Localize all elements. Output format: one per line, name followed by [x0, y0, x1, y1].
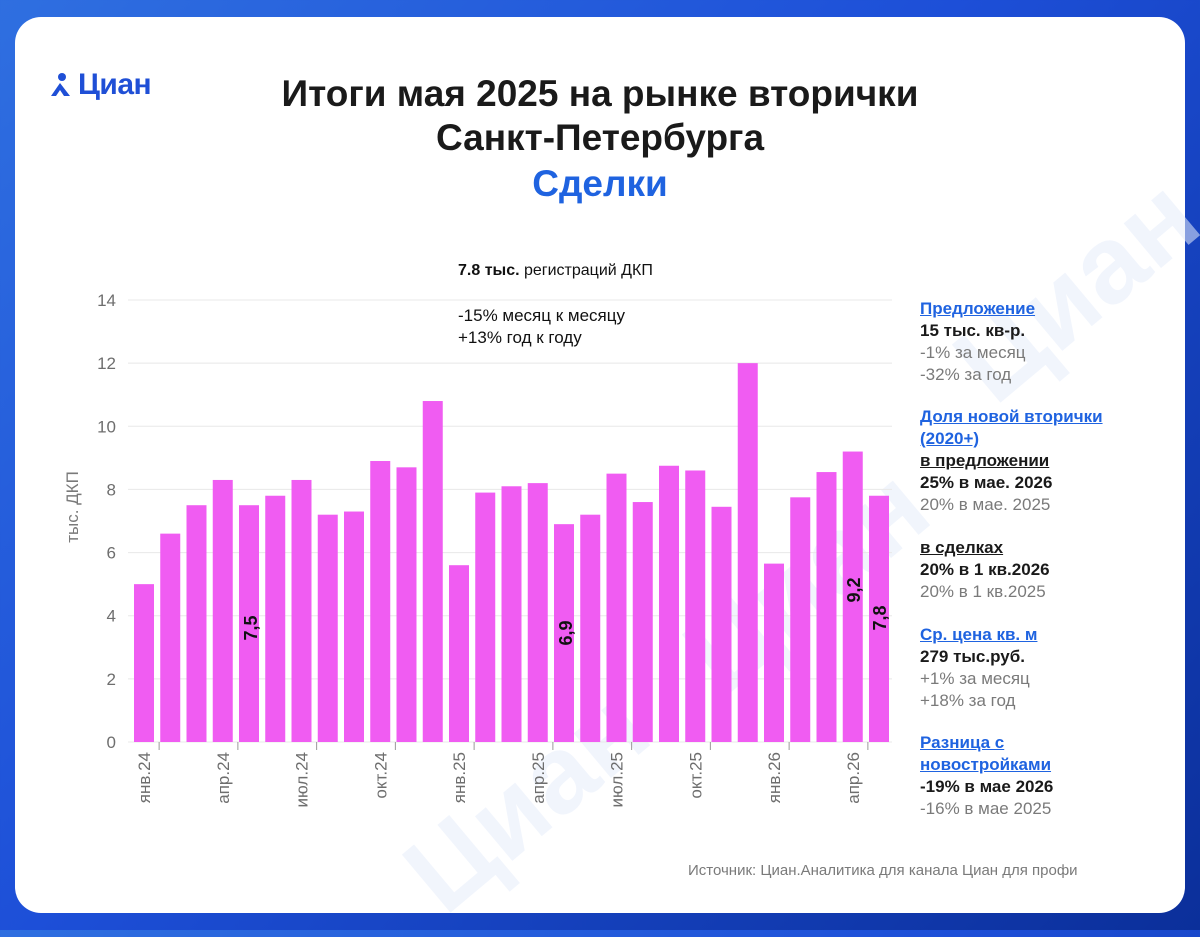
chart-data-labels: 7,5 6,9 9,2 7,8	[241, 577, 890, 645]
bar	[685, 470, 706, 742]
bar	[632, 502, 653, 742]
chart-x-ticks: янв.24 апр.24 июл.24 окт.24 янв.25 апр.25 июл.…	[135, 742, 869, 807]
bar	[160, 533, 181, 742]
bar	[370, 461, 391, 742]
bar	[816, 472, 837, 742]
y-tick-label: 6	[107, 544, 116, 563]
bar	[239, 505, 259, 742]
share-offer-value: 25% в мае. 2026	[920, 473, 1053, 492]
share-offer-label: в предложении	[920, 451, 1050, 470]
sidebar-share-deals: в сделках 20% в 1 кв.2026 20% в 1 кв.202…	[920, 537, 1050, 603]
x-tick-label: апр.26	[844, 752, 863, 804]
bar	[764, 563, 784, 742]
bar	[527, 483, 548, 742]
share-offer-prev: 20% в мае. 2025	[920, 495, 1051, 514]
bar	[842, 451, 863, 742]
summary-total: 7.8 тыс. регистраций ДКП	[458, 262, 653, 280]
bar	[317, 514, 338, 742]
x-tick-label: янв.25	[450, 752, 469, 803]
sidebar-share: Доля новой вторички (2020+) в предложени…	[920, 406, 1103, 516]
bar	[659, 465, 679, 742]
x-tick-label: апр.24	[214, 752, 233, 804]
price-title-link[interactable]: Ср. цена кв. м	[920, 625, 1038, 644]
diff-prev: -16% в мае 2025	[920, 799, 1052, 818]
bar	[711, 506, 732, 742]
y-tick-label: 0	[107, 733, 116, 752]
share-deals-prev: 20% в 1 кв.2025	[920, 582, 1046, 601]
bar	[134, 584, 154, 742]
x-tick-label: окт.25	[686, 752, 705, 799]
summary-total-value: 7.8 тыс.	[458, 262, 520, 279]
chart-bars	[134, 363, 889, 742]
chart-y-ticks: 0 2 4 6 8 10 12 14	[97, 291, 116, 752]
y-tick-label: 2	[107, 670, 116, 689]
data-label: 9,2	[844, 577, 864, 602]
summary-yoy: +13% год к году	[458, 328, 582, 347]
supply-title-link[interactable]: Предложение	[920, 299, 1036, 318]
price-value: 279 тыс.руб.	[920, 647, 1025, 666]
bar	[554, 524, 574, 742]
bar	[501, 486, 522, 742]
bar	[580, 514, 601, 742]
source-note: Источник: Циан.Аналитика для канала Циан…	[688, 862, 1078, 879]
bar	[396, 467, 417, 742]
sidebar-price: Ср. цена кв. м 279 тыс.руб. +1% за месяц…	[920, 624, 1037, 712]
bar	[344, 511, 364, 742]
price-yoy: +18% за год	[920, 691, 1016, 710]
bar	[291, 479, 312, 742]
title-line-2: Санкт-Петербурга	[435, 117, 765, 158]
x-tick-label: окт.24	[371, 752, 390, 799]
y-tick-label: 10	[97, 417, 116, 436]
x-tick-label: янв.24	[135, 752, 154, 803]
bar	[186, 505, 207, 742]
title-line-1: Итоги мая 2025 на рынке вторички	[281, 73, 919, 114]
data-label: 7,5	[241, 615, 261, 640]
x-tick-label: июл.24	[293, 752, 312, 807]
x-tick-label: июл.25	[608, 752, 627, 807]
summary-total-text: регистраций ДКП	[519, 262, 653, 279]
bar	[737, 363, 758, 742]
bar	[606, 473, 627, 742]
supply-yoy: -32% за год	[920, 365, 1012, 384]
bar	[265, 495, 286, 742]
share-deals-label: в сделках	[920, 538, 1004, 557]
bar	[869, 495, 889, 742]
page-title: Итоги мая 2025 на рынке вторички Санкт-П…	[0, 72, 1200, 160]
diff-value: -19% в мае 2026	[920, 777, 1054, 796]
sidebar-diff: Разница с новостройками -19% в мае 2026 …	[920, 732, 1053, 820]
x-tick-label: апр.25	[529, 752, 548, 804]
bar	[212, 479, 233, 742]
logo-icon	[51, 73, 70, 96]
diff-title-link-2[interactable]: новостройками	[920, 755, 1052, 774]
data-label: 7,8	[870, 605, 890, 630]
sidebar-supply: Предложение 15 тыс. кв-р. -1% за месяц -…	[920, 298, 1035, 386]
page-subtitle: Сделки	[532, 163, 668, 204]
share-title-link-2[interactable]: (2020+)	[920, 429, 980, 448]
y-tick-label: 4	[107, 607, 116, 626]
y-tick-label: 12	[97, 354, 116, 373]
logo: Циан	[48, 68, 152, 102]
bar	[790, 497, 811, 742]
supply-value: 15 тыс. кв-р.	[920, 321, 1026, 340]
summary-mom: -15% месяц к месяцу	[458, 306, 625, 325]
bar	[422, 401, 443, 742]
share-deals-value: 20% в 1 кв.2026	[920, 560, 1050, 579]
data-label: 6,9	[556, 620, 576, 645]
bar	[475, 492, 496, 742]
supply-mom: -1% за месяц	[920, 343, 1026, 362]
price-mom: +1% за месяц	[920, 669, 1030, 688]
card	[15, 17, 1185, 913]
bar	[449, 565, 469, 742]
summary-changes: -15% месяц к месяцу +13% год к году	[458, 305, 625, 349]
y-axis-label: тыс. ДКП	[63, 471, 82, 543]
y-tick-label: 8	[107, 480, 116, 499]
share-title-link-1[interactable]: Доля новой вторички	[920, 407, 1103, 426]
logo-text: Циан	[78, 68, 152, 101]
x-tick-label: янв.26	[765, 752, 784, 803]
diff-title-link-1[interactable]: Разница с	[920, 733, 1005, 752]
y-tick-label: 14	[97, 291, 116, 310]
